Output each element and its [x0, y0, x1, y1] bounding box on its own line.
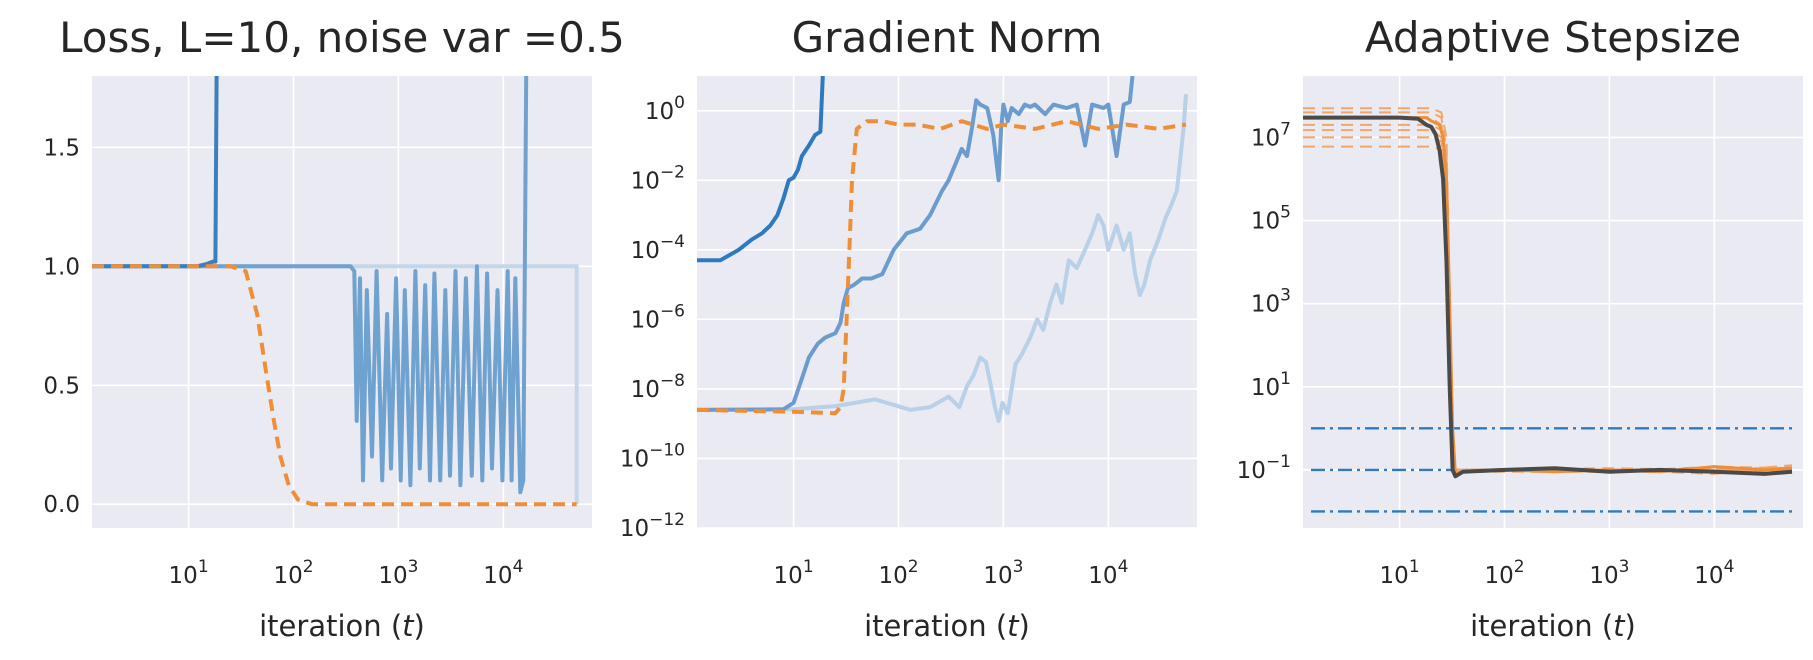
series-line-9 [1303, 115, 1793, 479]
y-tick-label: 10−10 [620, 440, 685, 472]
chart-panel-1: Loss, L=10, noise var =0.5 101 102 103 104 0.… [43, 13, 624, 643]
y-tick-label: 1.5 [43, 135, 80, 161]
series-group [697, 76, 1188, 423]
y-tick-label: 10−4 [631, 232, 685, 264]
y-tick-label: 101 [1251, 369, 1291, 401]
series-line-1 [697, 94, 1188, 423]
x-tick-label: 104 [1694, 557, 1734, 589]
plot-area [1303, 76, 1803, 528]
series-line-4 [92, 264, 577, 507]
series-group [92, 76, 579, 507]
x-tick-label: 101 [774, 557, 814, 589]
series-group [1303, 107, 1795, 513]
x-tick-label: 102 [273, 557, 313, 589]
x-tick-label: 103 [1589, 557, 1629, 589]
x-axis-label: iteration (t) [864, 609, 1030, 643]
chart-panel-2: Gradient Norm 101 102 103 104 100 10−2 10−4 10−6… [620, 13, 1197, 643]
x-tick-label: 103 [983, 557, 1023, 589]
y-tick-label: 0.0 [43, 492, 80, 518]
chart-title: Loss, L=10, noise var =0.5 [59, 13, 625, 62]
x-tick-label: 104 [1088, 557, 1128, 589]
series-line-2 [92, 76, 529, 495]
x-tick-label: 104 [483, 557, 523, 589]
series-line-2 [697, 76, 1135, 412]
x-tick-label: 102 [878, 557, 918, 589]
x-tick-label: 101 [169, 557, 209, 589]
series-line-4 [697, 119, 1187, 416]
y-tick-label: 10−6 [631, 301, 685, 333]
y-tick-label: 10−8 [631, 371, 685, 403]
y-tick-label: 103 [1251, 286, 1291, 318]
y-tick-label: 100 [645, 93, 685, 125]
y-tick-label: 10−2 [631, 162, 685, 194]
y-tick-label: 10−12 [620, 510, 685, 542]
y-tick-label: 107 [1251, 119, 1291, 151]
x-tick-label: 103 [378, 557, 418, 589]
x-tick-label: 102 [1484, 557, 1524, 589]
chart-panel-3: Adaptive Stepsize 101 102 103 104 107 105 103 10… [1237, 13, 1803, 643]
chart-title: Gradient Norm [792, 13, 1103, 62]
y-tick-label: 10−1 [1237, 452, 1291, 484]
chart-title: Adaptive Stepsize [1365, 13, 1741, 62]
series-line-3 [697, 76, 825, 263]
y-tick-label: 105 [1251, 203, 1291, 235]
x-axis-label: iteration (t) [259, 609, 425, 643]
y-tick-label: 1.0 [43, 254, 80, 280]
x-tick-label: 101 [1380, 557, 1420, 589]
x-axis-label: iteration (t) [1470, 609, 1636, 643]
plot-area [697, 76, 1197, 528]
y-tick-label: 0.5 [43, 373, 80, 399]
